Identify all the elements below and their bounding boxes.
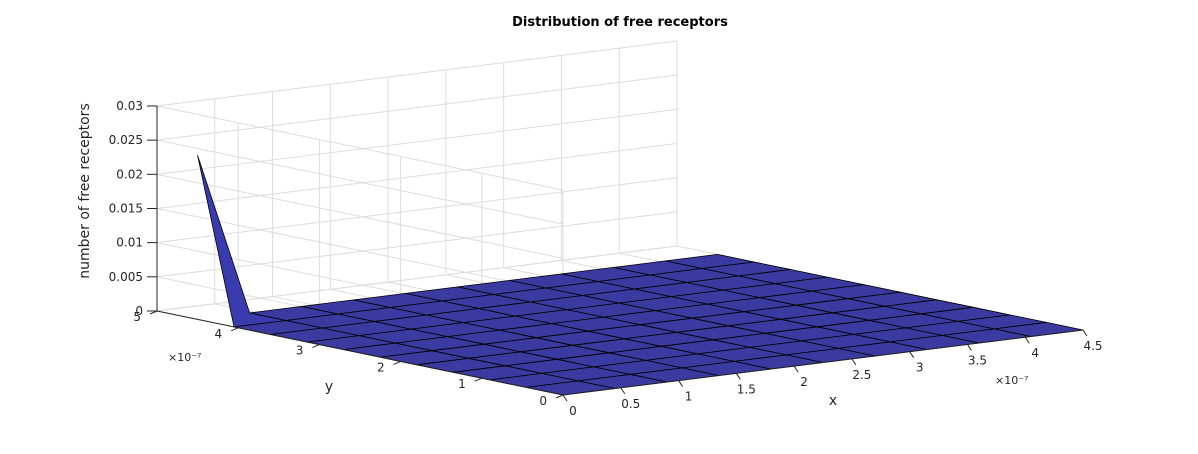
x-tick-label: 4 [1031,346,1039,360]
x-axis-label: x [829,393,837,409]
z-tick-label: 0.02 [116,167,143,181]
y-tick-label: 2 [377,360,385,374]
gridline-z-xwall [156,173,564,259]
gridline-z-ywall [156,74,678,141]
y-tick-label: 0 [539,394,547,408]
x-tick [678,380,683,387]
x-tick-label: 4.5 [1083,339,1102,353]
y-tick [312,344,320,349]
x-tick-label: 2 [800,375,808,389]
x-axis-line [562,329,1084,396]
x-tick [1082,329,1088,337]
gridline-z-xwall [156,139,564,225]
y-axis-line [156,310,564,396]
z-tick-label: 0.005 [109,270,143,284]
x-tick [909,351,915,358]
z-tick-label: 0.01 [116,236,143,250]
y-tick [393,360,401,365]
gridline-z-ywall [156,108,678,175]
y-tick [474,377,482,382]
y-tick-label: 1 [458,377,466,391]
x-tick [1024,336,1030,344]
z-tick-label: 0.015 [109,202,143,216]
x-tick-label: 0 [569,404,577,418]
gridline-z-ywall [156,143,678,209]
y-axis-exponent: ×10⁻⁷ [168,351,201,364]
chart-title: Distribution of free receptors [512,15,728,30]
x-tick-label: 1 [685,390,693,404]
y-tick [555,394,564,399]
x-tick-label: 3.5 [968,353,987,367]
x-tick [851,358,857,366]
x-tick [967,344,972,351]
y-tick-label: 5 [133,310,141,324]
surface-layer [197,154,1084,396]
x-tick [620,387,626,395]
gridline-z-ywall [156,40,678,107]
z-axis-label: number of free receptors [77,103,93,278]
y-axis-label: y [325,379,333,395]
gridline-z-ywall [156,211,678,278]
x-tick-label: 3 [916,361,924,375]
y-tick [231,327,239,332]
y-tick [149,310,158,315]
y-tick-label: 4 [215,327,223,341]
x-tick-label: 2.5 [852,368,871,382]
axis-layer: 0 0.005 0.01 0.015 0.02 0.025 0.03 0 0.5 1 1.5 2 2.5… [109,99,1103,418]
y-tick-label: 3 [296,344,304,358]
x-axis-exponent: ×10⁻⁷ [995,374,1028,387]
gridline-z-ywall [156,177,678,244]
z-tick-label: 0 [135,304,143,318]
x-tick [735,373,741,380]
x-tick-label: 1.5 [737,382,756,396]
x-tick [562,394,568,402]
z-tick-label: 0.03 [116,99,143,113]
gridline-z-xwall [156,105,564,191]
x-tick-label: 0.5 [621,397,640,411]
x-tick [793,365,799,373]
gridline-z-xwall [156,208,564,293]
z-tick-label: 0.025 [109,133,143,147]
